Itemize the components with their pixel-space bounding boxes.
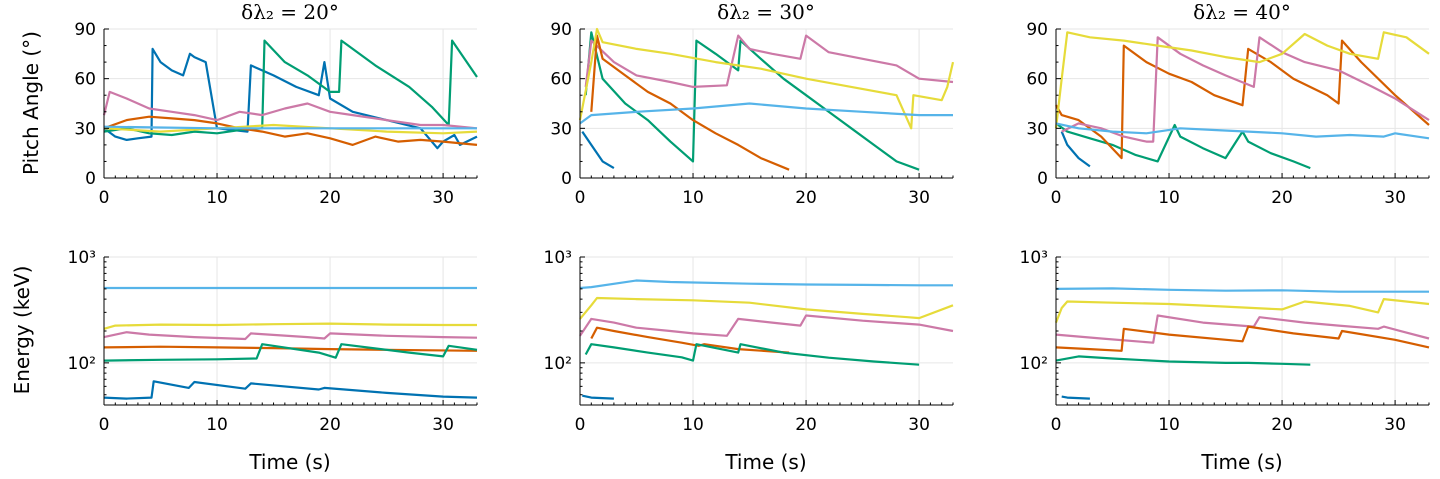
- x-tick-label: 10: [206, 415, 228, 435]
- x-tick-label: 30: [1384, 188, 1406, 208]
- panel-title-40: δλ₂ = 40°: [1193, 0, 1291, 24]
- x-tick-label: 10: [1158, 415, 1180, 435]
- x-tick-label: 0: [575, 415, 586, 435]
- series-line-yellow: [103, 123, 478, 135]
- series-line-purple: [1061, 36, 1430, 143]
- series-line-purple: [584, 34, 954, 88]
- panel-title-30: δλ₂ = 30°: [717, 0, 815, 24]
- y-tick-label: 0: [561, 169, 572, 189]
- y-tick-label: 0: [85, 169, 96, 189]
- series-line-sky: [1055, 287, 1429, 293]
- series-line-green: [1055, 122, 1311, 170]
- series-line-yellow: [1054, 31, 1430, 129]
- x-tick-label: 20: [1271, 188, 1293, 208]
- x-tick-label: 20: [1271, 415, 1293, 435]
- y-tick-label: 30: [74, 119, 96, 139]
- y-tick-label: 30: [550, 119, 572, 139]
- series-line-yellow: [579, 296, 954, 320]
- series-line-blue: [581, 130, 615, 170]
- y-tick-label: 10³: [544, 248, 572, 268]
- xlabel-20: Time (s): [248, 450, 330, 474]
- series-line-yellow: [103, 322, 477, 330]
- series-line-green: [1055, 355, 1311, 366]
- xlabel-30: Time (s): [724, 450, 806, 474]
- y-tick-label: 10²: [544, 354, 572, 374]
- x-tick-label: 30: [908, 188, 930, 208]
- x-tick-label: 20: [795, 415, 817, 435]
- x-tick-label: 30: [908, 415, 930, 435]
- y-tick-label: 10²: [1020, 354, 1048, 374]
- series-line-sky: [579, 102, 953, 125]
- xlabel-40: Time (s): [1200, 450, 1282, 474]
- y-tick-label: 90: [1026, 20, 1048, 40]
- series-line-sky: [1055, 122, 1430, 140]
- series-line-purple: [103, 331, 478, 341]
- series-line-yellow: [578, 27, 955, 130]
- x-tick-label: 20: [319, 415, 341, 435]
- x-tick-label: 30: [1384, 415, 1406, 435]
- y-tick-label: 90: [74, 20, 96, 40]
- series-line-sky: [103, 125, 477, 130]
- series-line-blue: [1061, 395, 1090, 400]
- series-line-orange: [103, 115, 478, 146]
- y-tick-label: 30: [1026, 119, 1048, 139]
- panel-pitch-20: 0 10 20 30 0 30 60 90: [74, 20, 478, 208]
- series-line-sky: [579, 279, 953, 290]
- y-tick-label: 60: [550, 70, 572, 90]
- series-line-blue: [1060, 131, 1091, 168]
- y-tick-label: 10³: [68, 248, 96, 268]
- series-line-purple: [102, 90, 478, 130]
- panel-pitch-40: 0 10 20 30 0 30 60 90: [1026, 20, 1430, 208]
- series-line-green: [584, 31, 920, 171]
- x-tick-label: 20: [319, 188, 341, 208]
- series-line-orange: [590, 326, 790, 354]
- x-tick-label: 30: [432, 415, 454, 435]
- x-tick-label: 0: [575, 188, 586, 208]
- series-line-green: [103, 39, 478, 137]
- energy-ylabel: Energy (keV): [10, 266, 34, 395]
- panel-energy-40: 0 10 20 30 10² 10³: [1020, 248, 1430, 435]
- panel-energy-30: 0 10 20 30 10² 10³: [544, 248, 954, 435]
- x-tick-label: 20: [795, 188, 817, 208]
- series-line-purple: [1055, 314, 1430, 344]
- x-tick-label: 0: [99, 188, 110, 208]
- series-line-blue: [582, 394, 614, 400]
- x-tick-label: 0: [1051, 415, 1062, 435]
- x-tick-label: 10: [682, 415, 704, 435]
- x-tick-label: 10: [1158, 188, 1180, 208]
- x-tick-label: 10: [682, 188, 704, 208]
- panel-title-20: δλ₂ = 20°: [241, 0, 339, 24]
- y-tick-label: 0: [1037, 169, 1048, 189]
- y-tick-label: 60: [74, 70, 96, 90]
- series-line-yellow: [1054, 298, 1430, 324]
- panel-energy-20: 0 10 20 30 10² 10³: [68, 248, 478, 435]
- series-line-blue: [103, 47, 478, 150]
- x-tick-label: 10: [206, 188, 228, 208]
- y-tick-label: 10³: [1020, 248, 1048, 268]
- series-line-blue: [103, 380, 478, 400]
- series-line-orange: [590, 34, 790, 171]
- series-line-purple: [579, 314, 954, 337]
- y-tick-label: 10²: [68, 354, 96, 374]
- y-tick-label: 60: [1026, 70, 1048, 90]
- series-line-green: [584, 343, 920, 366]
- series-line-green: [103, 343, 478, 362]
- series-line-orange: [1055, 325, 1430, 352]
- panel-pitch-30: 0 10 20 30 0 30 60 90: [550, 20, 955, 208]
- x-tick-label: 0: [99, 415, 110, 435]
- x-tick-label: 30: [432, 188, 454, 208]
- pitch-ylabel: Pitch Angle (°): [19, 31, 43, 175]
- y-tick-label: 90: [550, 20, 572, 40]
- x-tick-label: 0: [1051, 188, 1062, 208]
